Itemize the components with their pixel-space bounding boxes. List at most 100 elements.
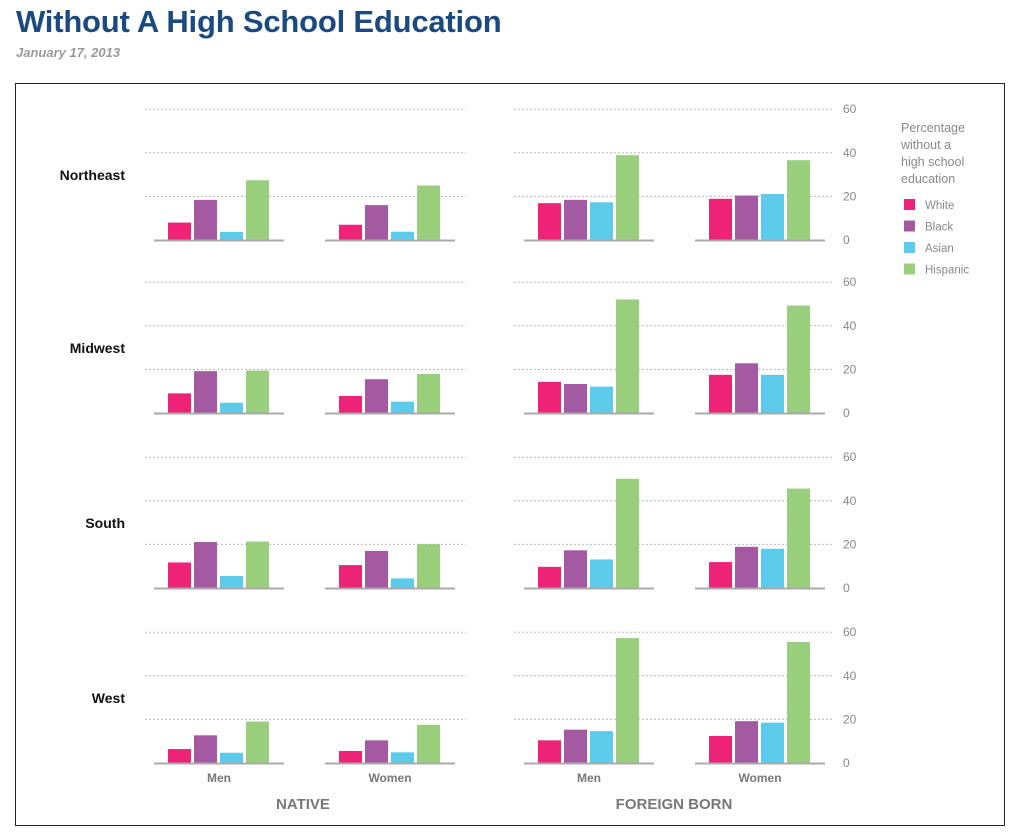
bar-hispanic — [787, 642, 810, 763]
bar-black — [735, 363, 758, 413]
bar-white — [168, 749, 191, 763]
bar-black — [365, 550, 388, 588]
y-tick-label: 20 — [843, 189, 857, 203]
bar-asian — [220, 402, 243, 413]
bar-black — [564, 729, 587, 763]
sex-label: Men — [207, 771, 231, 785]
legend-swatch-black — [904, 220, 915, 232]
chart-frame — [15, 83, 1005, 826]
bar-hispanic — [417, 544, 440, 588]
publish-date: January 17, 2013 — [16, 45, 121, 60]
bar-black — [194, 735, 217, 763]
group-label-foreign-born: FOREIGN BORN — [616, 796, 733, 813]
bar-white — [168, 222, 191, 240]
page-title: Without A High School Education — [16, 4, 502, 39]
y-tick-label: 20 — [843, 537, 857, 551]
bar-white — [168, 393, 191, 413]
bar-hispanic — [417, 373, 440, 413]
bar-hispanic — [616, 478, 639, 588]
bar-white — [339, 395, 362, 413]
bar-asian — [391, 231, 414, 240]
bar-hispanic — [246, 370, 269, 413]
bar-hispanic — [787, 305, 810, 413]
bar-black — [564, 550, 587, 588]
bar-black — [564, 199, 587, 240]
bar-white — [339, 751, 362, 763]
bar-white — [709, 198, 732, 240]
bar-hispanic — [417, 724, 440, 763]
y-tick-label: 40 — [843, 669, 857, 683]
bar-white — [709, 735, 732, 763]
y-tick-label: 60 — [843, 102, 857, 116]
region-label: South — [85, 515, 125, 531]
bar-white — [538, 203, 561, 240]
legend-title: Percentage — [901, 121, 965, 135]
bar-asian — [590, 202, 613, 240]
bar-asian — [590, 386, 613, 413]
region-label: West — [92, 690, 126, 706]
bar-asian — [220, 752, 243, 763]
bar-white — [168, 562, 191, 588]
y-tick-label: 40 — [843, 146, 857, 160]
y-tick-label: 40 — [843, 319, 857, 333]
y-tick-label: 60 — [843, 450, 857, 464]
group-label-native: NATIVE — [276, 796, 330, 813]
bar-black — [194, 371, 217, 413]
bar-white — [339, 565, 362, 588]
bar-asian — [761, 548, 784, 588]
y-tick-label: 0 — [843, 581, 850, 595]
legend-label-hispanic: Hispanic — [925, 265, 969, 277]
bar-hispanic — [417, 185, 440, 240]
bar-black — [735, 546, 758, 588]
region-label: Midwest — [70, 340, 126, 356]
bar-asian — [391, 578, 414, 588]
bar-white — [709, 374, 732, 413]
bar-white — [538, 381, 561, 413]
legend-title: high school — [901, 155, 964, 169]
bar-asian — [220, 231, 243, 240]
bar-black — [365, 379, 388, 413]
y-tick-label: 0 — [843, 406, 850, 420]
legend-title: without a — [900, 138, 951, 152]
bar-white — [538, 740, 561, 763]
bar-hispanic — [787, 488, 810, 588]
bar-white — [538, 566, 561, 588]
bar-black — [365, 740, 388, 763]
bar-black — [735, 195, 758, 240]
y-tick-label: 20 — [843, 362, 857, 376]
bar-black — [564, 384, 587, 413]
region-label: Northeast — [60, 167, 126, 183]
legend-swatch-hispanic — [904, 263, 915, 275]
bar-asian — [391, 752, 414, 763]
bar-hispanic — [616, 638, 639, 763]
bar-asian — [761, 374, 784, 413]
y-tick-label: 40 — [843, 494, 857, 508]
y-tick-label: 60 — [843, 625, 857, 639]
bar-hispanic — [246, 180, 269, 240]
bar-hispanic — [246, 721, 269, 763]
bar-white — [709, 562, 732, 588]
bar-hispanic — [787, 160, 810, 240]
legend-label-asian: Asian — [925, 243, 954, 255]
bar-white — [339, 224, 362, 240]
y-tick-label: 20 — [843, 712, 857, 726]
bar-black — [735, 721, 758, 763]
bar-black — [194, 542, 217, 588]
legend-label-black: Black — [925, 222, 953, 234]
legend-swatch-asian — [904, 242, 915, 253]
sex-label: Men — [577, 771, 601, 785]
bar-asian — [220, 576, 243, 588]
y-tick-label: 0 — [843, 756, 850, 770]
bar-asian — [590, 731, 613, 763]
bar-asian — [590, 559, 613, 588]
bar-black — [194, 199, 217, 240]
bar-asian — [391, 401, 414, 413]
y-tick-label: 60 — [843, 275, 857, 289]
sex-label: Women — [368, 771, 411, 785]
legend-swatch-white — [904, 199, 915, 210]
bar-hispanic — [616, 155, 639, 240]
legend-title: education — [901, 172, 955, 186]
bar-asian — [761, 722, 784, 763]
legend-label-white: White — [925, 200, 954, 212]
